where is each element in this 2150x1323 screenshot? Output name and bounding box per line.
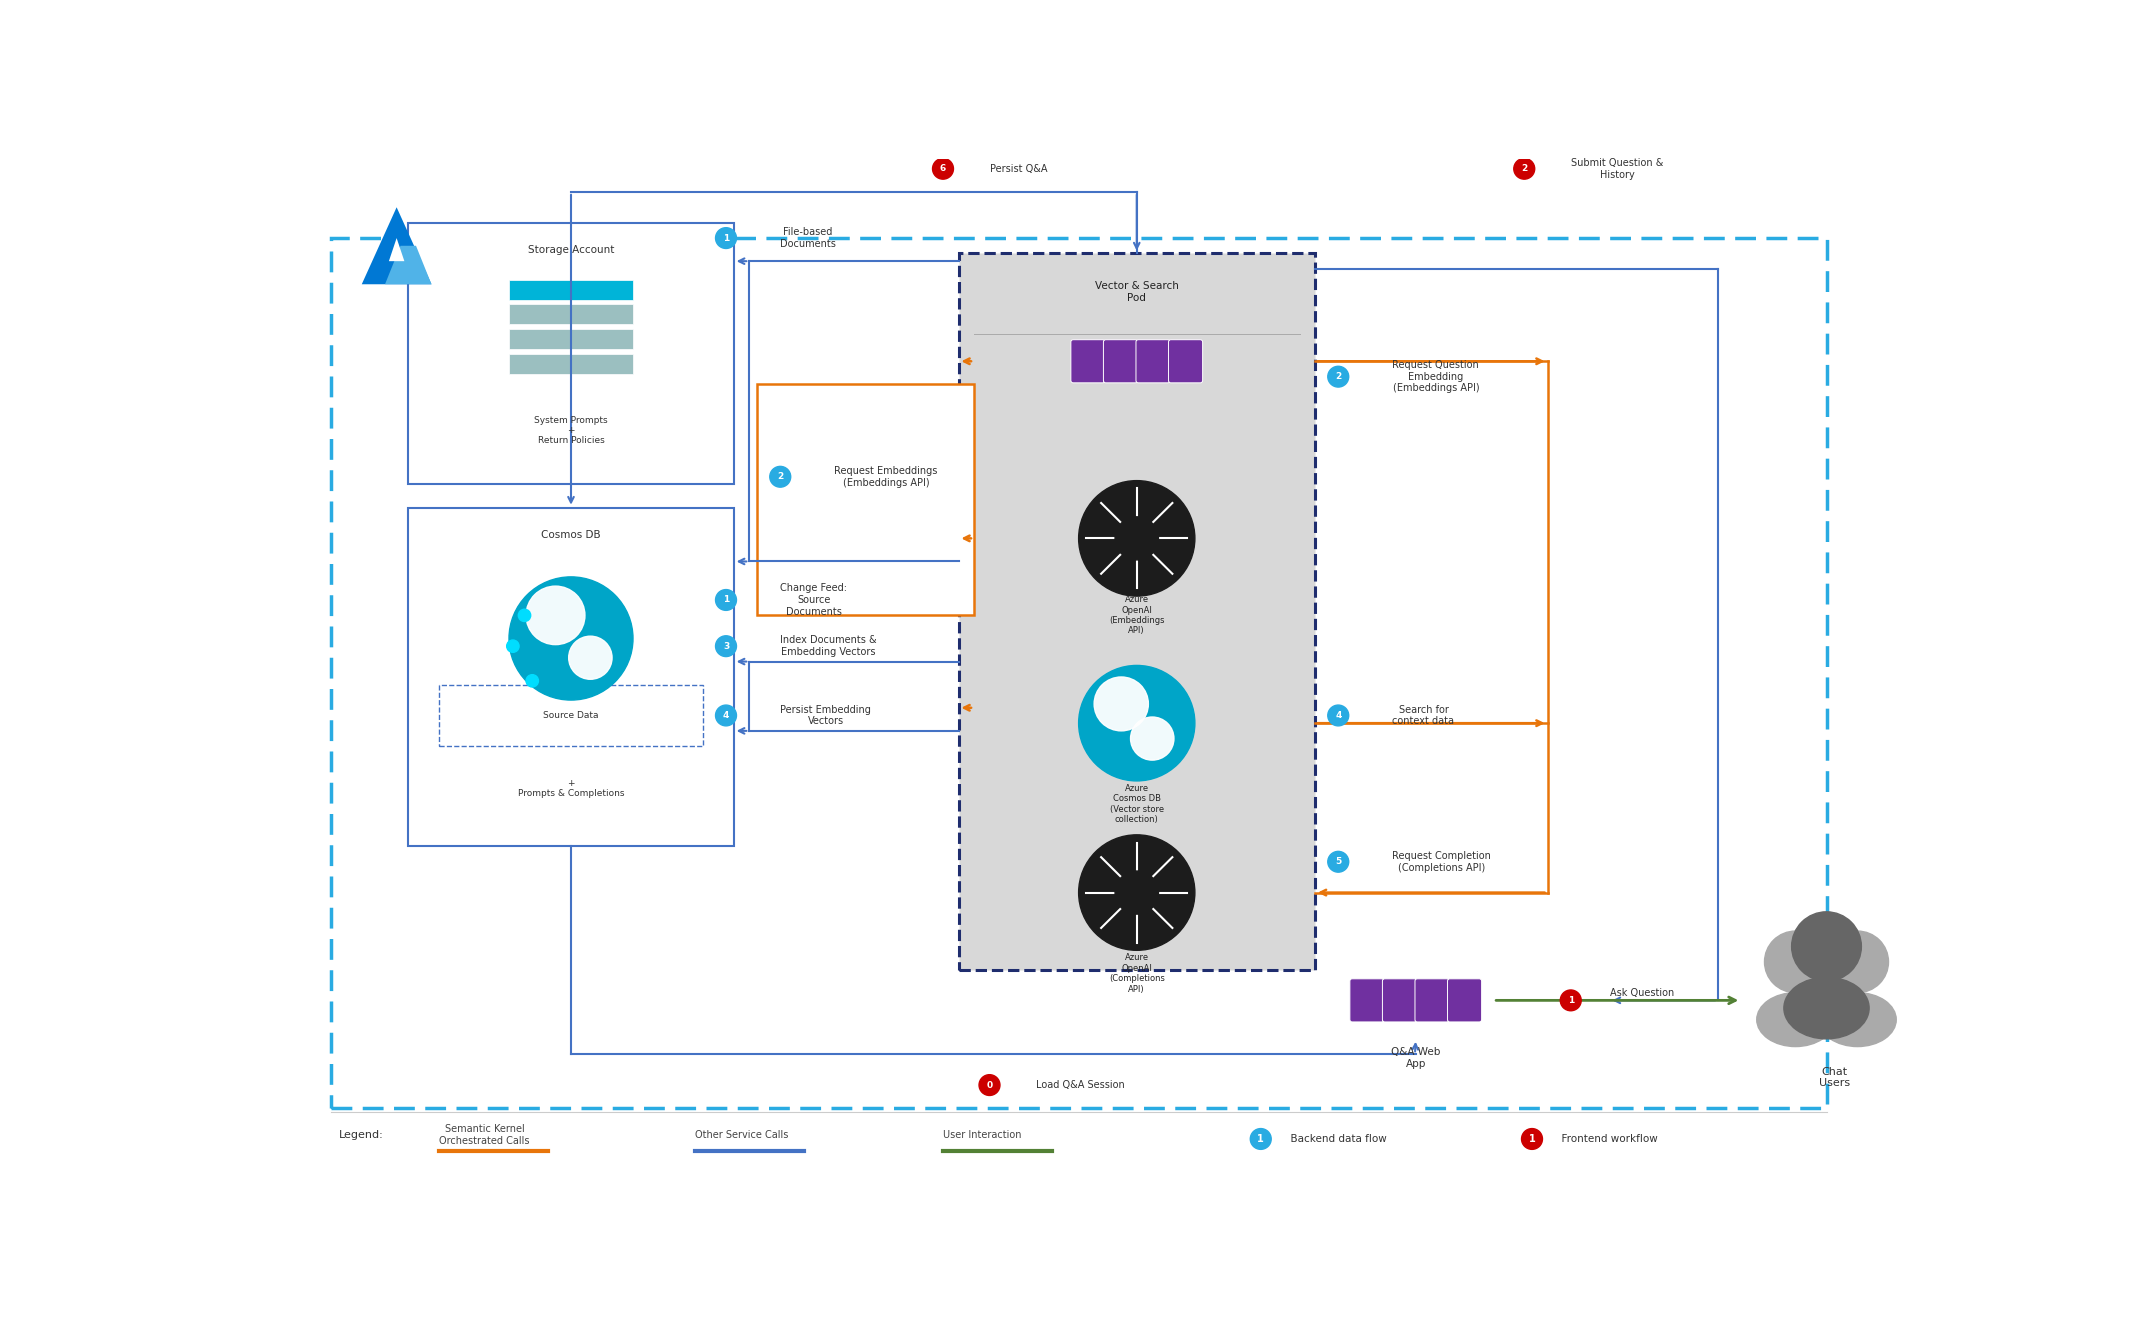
Circle shape (1765, 931, 1828, 992)
Text: 5: 5 (1335, 857, 1342, 867)
Circle shape (716, 636, 737, 656)
Text: 2: 2 (1335, 372, 1342, 381)
Circle shape (1116, 871, 1159, 914)
Text: Request Completion
(Completions API): Request Completion (Completions API) (1393, 851, 1492, 873)
FancyBboxPatch shape (1350, 979, 1385, 1021)
FancyBboxPatch shape (1135, 340, 1170, 382)
Circle shape (716, 590, 737, 610)
Text: Legend:: Legend: (338, 1130, 383, 1140)
Bar (757, 385, 974, 615)
Circle shape (1079, 835, 1195, 950)
Circle shape (510, 577, 632, 700)
Text: 1: 1 (1258, 1134, 1264, 1144)
Text: 4: 4 (722, 710, 729, 720)
Text: Vector & Search
Pod: Vector & Search Pod (1094, 282, 1178, 303)
Bar (510, 279, 632, 300)
Circle shape (1329, 705, 1348, 726)
Circle shape (568, 636, 613, 679)
Circle shape (1791, 912, 1862, 982)
FancyBboxPatch shape (1071, 340, 1105, 382)
Ellipse shape (1757, 992, 1834, 1046)
Polygon shape (389, 238, 404, 261)
Text: Persist Q&A: Persist Q&A (989, 164, 1047, 173)
Bar (510, 304, 632, 324)
Text: Backend data flow: Backend data flow (1284, 1134, 1387, 1144)
Text: Q&A Web
App: Q&A Web App (1391, 1048, 1440, 1069)
Text: Index Documents &
Embedding Vectors: Index Documents & Embedding Vectors (780, 635, 877, 658)
Circle shape (518, 609, 531, 622)
Circle shape (716, 228, 737, 249)
Text: File-based
Documents: File-based Documents (780, 228, 836, 249)
Circle shape (507, 640, 518, 652)
FancyBboxPatch shape (1447, 979, 1481, 1021)
Text: +
Prompts & Completions: + Prompts & Completions (518, 779, 624, 798)
Text: Persist Embedding
Vectors: Persist Embedding Vectors (780, 705, 871, 726)
Bar (331, 238, 1828, 1109)
Text: Request Embeddings
(Embeddings API): Request Embeddings (Embeddings API) (834, 466, 937, 488)
Text: 0: 0 (987, 1081, 993, 1090)
Circle shape (527, 675, 538, 687)
Text: Ask Question: Ask Question (1610, 988, 1673, 998)
Text: 2: 2 (776, 472, 783, 482)
Circle shape (1116, 517, 1159, 560)
Text: 4: 4 (1335, 710, 1342, 720)
Text: Azure
OpenAI
(Embeddings
API): Azure OpenAI (Embeddings API) (1109, 595, 1165, 635)
Circle shape (1131, 717, 1174, 761)
Text: 1: 1 (722, 595, 729, 605)
Bar (408, 222, 733, 484)
Circle shape (933, 159, 952, 179)
Bar (510, 353, 632, 373)
Circle shape (1828, 931, 1888, 992)
Text: Other Service Calls: Other Service Calls (694, 1130, 789, 1140)
Circle shape (1079, 480, 1195, 597)
Text: User Interaction: User Interaction (944, 1130, 1021, 1140)
Text: 1: 1 (1567, 996, 1574, 1005)
Text: 1: 1 (1529, 1134, 1535, 1144)
Text: Load Q&A Session: Load Q&A Session (1036, 1080, 1124, 1090)
Bar (510, 329, 632, 349)
Text: 3: 3 (722, 642, 729, 651)
Circle shape (1522, 1129, 1542, 1150)
Text: Change Feed:
Source
Documents: Change Feed: Source Documents (780, 583, 847, 617)
Circle shape (978, 1074, 1000, 1095)
Text: Chat
Users: Chat Users (1819, 1066, 1849, 1089)
Circle shape (1329, 852, 1348, 872)
Circle shape (716, 705, 737, 726)
Text: 1: 1 (722, 234, 729, 242)
Circle shape (1329, 366, 1348, 388)
FancyBboxPatch shape (1170, 340, 1202, 382)
Ellipse shape (1784, 978, 1868, 1039)
Text: Source Data: Source Data (544, 710, 598, 720)
Text: Frontend workflow: Frontend workflow (1554, 1134, 1658, 1144)
Circle shape (527, 586, 585, 644)
Text: Azure
OpenAI
(Completions
API): Azure OpenAI (Completions API) (1109, 954, 1165, 994)
Bar (408, 508, 733, 847)
Circle shape (770, 467, 791, 487)
FancyBboxPatch shape (1382, 979, 1417, 1021)
Circle shape (1094, 677, 1148, 730)
Polygon shape (385, 246, 432, 284)
Text: Search for
context data: Search for context data (1393, 705, 1456, 726)
Text: 6: 6 (940, 164, 946, 173)
Circle shape (1561, 990, 1580, 1011)
Text: Semantic Kernel
Orchestrated Calls: Semantic Kernel Orchestrated Calls (439, 1125, 529, 1146)
Bar (959, 254, 1316, 970)
Polygon shape (361, 208, 432, 284)
FancyBboxPatch shape (1415, 979, 1449, 1021)
Text: 2: 2 (1522, 164, 1526, 173)
Text: Submit Question &
History: Submit Question & History (1572, 157, 1664, 180)
Circle shape (1514, 159, 1535, 179)
Bar (439, 685, 703, 746)
Text: Azure
Cosmos DB
(Vector store
collection): Azure Cosmos DB (Vector store collection… (1109, 785, 1163, 824)
Text: System Prompts
+
Return Policies: System Prompts + Return Policies (533, 415, 608, 446)
Text: Request Question
Embedding
(Embeddings API): Request Question Embedding (Embeddings A… (1393, 360, 1479, 393)
Text: Cosmos DB: Cosmos DB (542, 529, 600, 540)
Ellipse shape (1819, 992, 1896, 1046)
Text: Storage Account: Storage Account (527, 245, 615, 254)
FancyBboxPatch shape (1103, 340, 1137, 382)
Circle shape (1251, 1129, 1271, 1150)
Circle shape (1079, 665, 1195, 781)
